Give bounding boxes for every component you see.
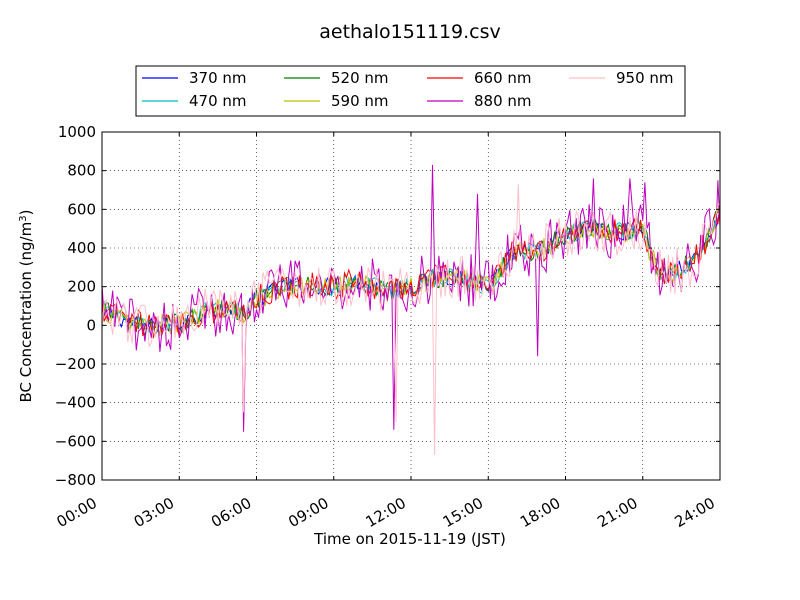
legend-label: 370 nm [189,69,247,87]
y-tick-label: 600 [67,200,96,218]
y-tick-label: −400 [55,394,96,412]
series-line-950-nm [101,184,721,455]
legend-label: 590 nm [331,92,389,110]
x-tick-label: 03:00 [131,494,177,531]
legend-frame [135,65,686,117]
x-tick-label: 09:00 [285,494,331,531]
legend-label: 880 nm [474,92,532,110]
y-tick-label: 200 [67,278,96,296]
x-tick-label: 00:00 [54,494,100,531]
y-axis-label-main: BC Concentration (ng/m [17,222,35,403]
series-line-660-nm [101,205,721,339]
y-tick-label: −800 [55,471,96,489]
legend-label: 470 nm [189,92,247,110]
y-tick-label: 0 [86,316,96,334]
legend-label: 660 nm [474,69,532,87]
chart-title: aethalo151119.csv [319,21,501,43]
x-tick-label: 15:00 [440,494,486,531]
y-tick-label: 1000 [58,123,96,141]
x-axis-label: Time on 2015-11-19 (JST) [313,530,506,548]
y-tick-label: 400 [67,239,96,257]
legend: 370 nm 470 nm 520 nm 590 nm 660 nm 880 nm 950 … [135,65,686,117]
legend-label: 950 nm [616,69,674,87]
legend-label: 520 nm [331,69,389,87]
series-line-590-nm [101,205,721,336]
y-axis-label-close: ) [17,210,35,216]
y-tick-label: −200 [55,355,96,373]
x-tick-label: 24:00 [672,494,718,531]
y-axis-label-sup: 3 [18,215,29,221]
x-tick-label: 21:00 [594,494,640,531]
series-layer [101,164,721,455]
y-tick-label: 800 [67,162,96,180]
y-tick-label: −600 [55,432,96,450]
series-line-880-nm [101,164,721,432]
x-tick-label: 06:00 [208,494,254,531]
y-axis-label: BC Concentration (ng/m3) [17,210,35,403]
x-tick-label: 18:00 [517,494,563,531]
x-tick-label: 12:00 [363,494,409,531]
